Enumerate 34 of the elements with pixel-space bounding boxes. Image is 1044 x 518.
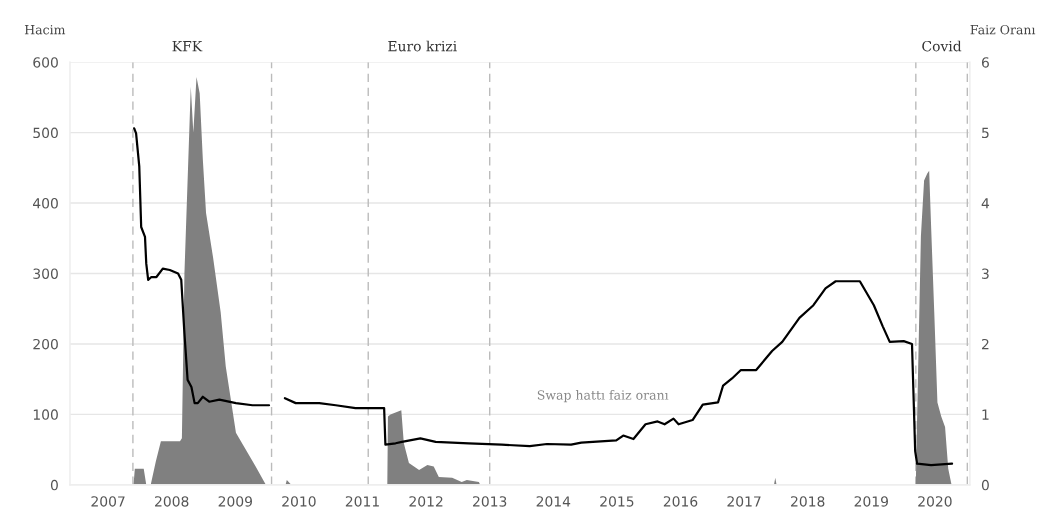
x-tick-label: 2007 [91,496,125,507]
x-tick-label: 2012 [409,496,443,507]
x-tick-label: 2017 [727,496,761,507]
x-tick-label: 2016 [663,496,698,507]
y2-tick-label: 6 [981,57,989,68]
annotation: Swap hattı faiz oranı [537,390,669,403]
y2-tick-label: 3 [982,268,989,279]
ref-line-label: Covid [922,40,962,52]
y-tick-label: 0 [50,479,58,491]
y-tick-label: 200 [33,338,58,350]
y-axis-title: Hacim [24,25,66,35]
x-tick-label: 2020 [918,496,952,507]
x-tick-label: 2015 [600,496,634,507]
y-tick-label: 600 [33,57,58,68]
y-tick-label: 100 [33,409,58,420]
y-tick-label: 500 [33,127,58,139]
x-tick-label: 2013 [473,496,507,507]
y2-axis-title: Faiz Oranı [970,24,1036,35]
ref-line-label: KFK [172,41,203,52]
x-tick-label: 2014 [536,496,571,507]
y-tick-label: 400 [33,198,58,209]
x-tick-label: 2019 [854,496,888,507]
x-tick-label: 2008 [155,496,189,507]
x-tick-label: 2018 [791,496,825,507]
y2-tick-label: 0 [981,479,989,491]
y2-tick-label: 5 [982,127,989,139]
y2-tick-label: 4 [981,198,990,209]
y-tick-label: 300 [33,268,58,279]
y2-tick-label: 1 [982,409,989,420]
ref-line-label: Euro krizi [388,40,457,52]
y2-tick-label: 2 [982,338,989,350]
x-tick-label: 2009 [218,496,252,507]
x-tick-label: 2010 [282,496,316,507]
x-tick-label: 2011 [345,496,379,507]
